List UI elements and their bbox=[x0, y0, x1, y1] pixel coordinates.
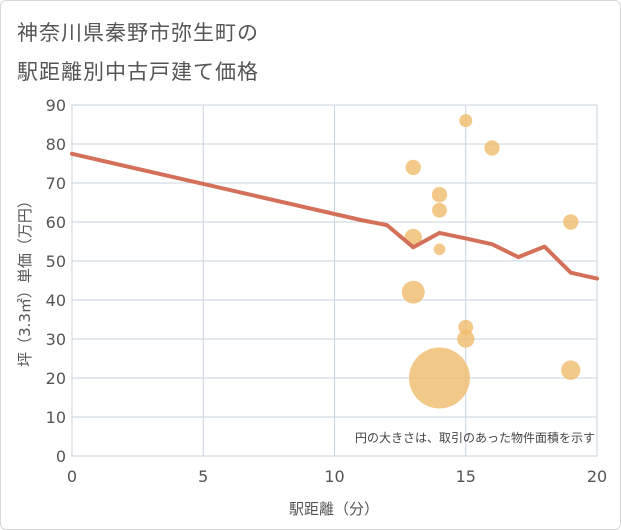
bubble-point-4 bbox=[432, 202, 447, 218]
y-tick-label-20: 20 bbox=[46, 369, 66, 388]
bubble-point-10 bbox=[457, 330, 475, 348]
price-trend-line bbox=[70, 151, 599, 281]
x-axis-label: 駅距離（分） bbox=[289, 500, 379, 518]
chart-title-line-1: 神奈川県秦野市弥生町の bbox=[17, 21, 259, 45]
chart-title-line-2: 駅距離別中古戸建て価格 bbox=[17, 60, 259, 84]
y-tick-label-50: 50 bbox=[46, 252, 66, 271]
x-tick-label-5: 5 bbox=[198, 467, 208, 486]
bubble-point-12 bbox=[409, 347, 470, 409]
y-tick-label-0: 0 bbox=[56, 447, 66, 466]
bubble-point-5 bbox=[563, 214, 579, 230]
x-tick-label-10: 10 bbox=[324, 467, 344, 486]
y-tick-label-60: 60 bbox=[46, 213, 66, 232]
bubble-point-11 bbox=[561, 360, 581, 380]
bubble-point-8 bbox=[401, 280, 425, 304]
x-tick-label-20: 20 bbox=[587, 467, 607, 486]
y-tick-label-90: 90 bbox=[46, 96, 66, 115]
bubble-point-2 bbox=[405, 159, 421, 176]
bubble-point-0 bbox=[459, 114, 473, 128]
bubble-point-1 bbox=[484, 140, 500, 156]
x-tick-label-15: 15 bbox=[456, 467, 476, 486]
y-tick-label-80: 80 bbox=[46, 135, 66, 154]
bubble-point-7 bbox=[433, 243, 446, 256]
chart-annotation: 円の大きさは、取引のあった物件面積を示す bbox=[355, 430, 595, 445]
y-tick-label-70: 70 bbox=[46, 174, 66, 193]
y-axis-label: 坪（3.3㎡）単価（万円） bbox=[16, 193, 34, 367]
grid bbox=[71, 104, 598, 457]
axis-ticks: 0 10 20 30 40 50 60 70 80 90 0 5 10 15 20 bbox=[46, 96, 608, 486]
y-tick-label-10: 10 bbox=[46, 408, 66, 427]
bubble-point-3 bbox=[431, 187, 448, 203]
y-tick-label-40: 40 bbox=[46, 291, 66, 310]
y-tick-label-30: 30 bbox=[46, 330, 66, 349]
bubble-point-9 bbox=[458, 319, 474, 335]
x-tick-label-0: 0 bbox=[67, 467, 77, 486]
